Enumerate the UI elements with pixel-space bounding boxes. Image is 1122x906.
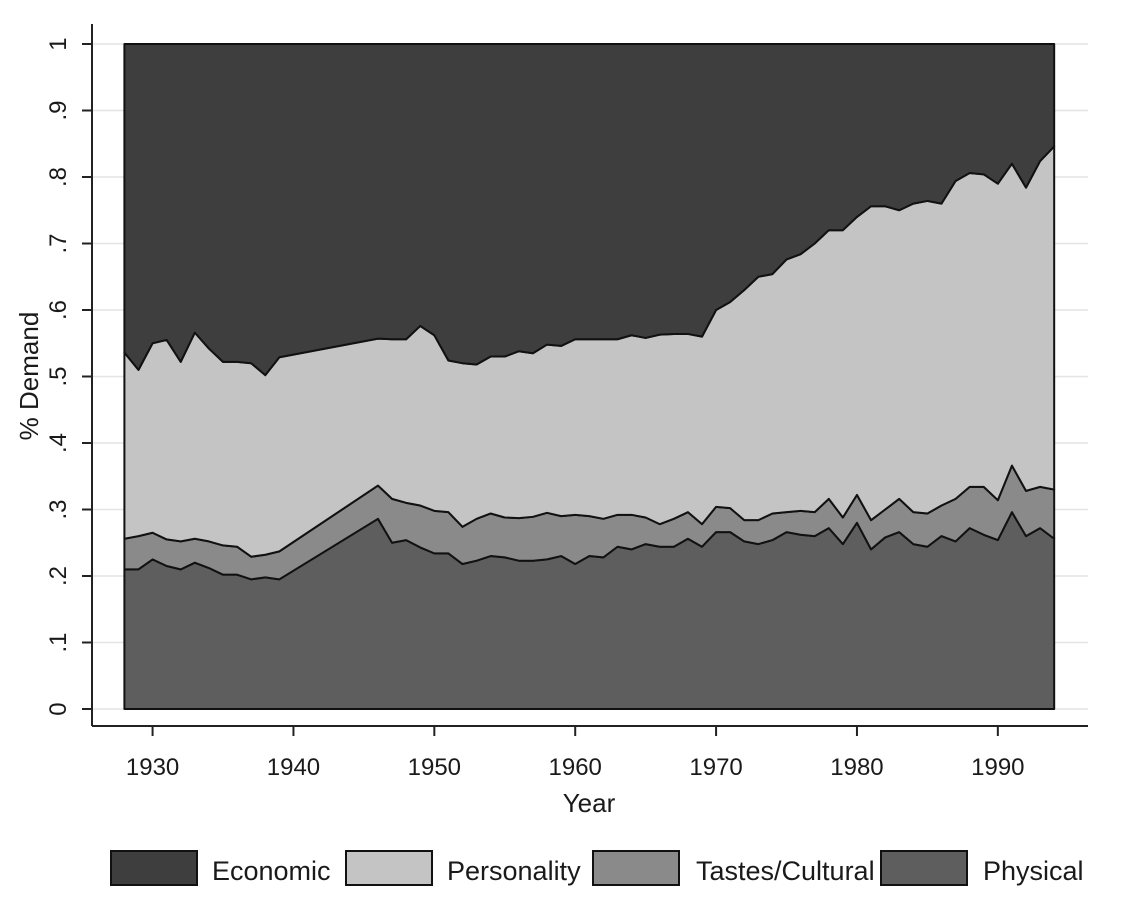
- y-tick-label-6: .6: [45, 300, 72, 320]
- x-tick-label-4: 1970: [689, 754, 742, 781]
- legend: Economic Personality Tastes/Cultural Physic…: [110, 850, 1084, 886]
- x-tick-label-5: 1980: [830, 754, 883, 781]
- x-axis-ticks: 1930 1940 1950 1960 1970 1980 1990: [126, 726, 1025, 781]
- y-tick-label-8: .8: [45, 167, 72, 187]
- legend-swatch-personality: [345, 850, 433, 886]
- y-tick-label-7: .7: [45, 233, 72, 253]
- legend-label-tastes-cultural: Tastes/Cultural: [696, 856, 875, 886]
- legend-swatch-physical: [880, 850, 968, 886]
- y-axis-title: % Demand: [14, 312, 44, 441]
- area-series: [123, 43, 1056, 710]
- legend-label-physical: Physical: [983, 856, 1084, 886]
- legend-label-economic: Economic: [212, 856, 331, 886]
- legend-swatch-economic: [110, 850, 198, 886]
- y-tick-label-0: 0: [45, 702, 72, 715]
- axes: [91, 24, 1088, 727]
- legend-label-personality: Personality: [447, 856, 581, 886]
- y-tick-label-3: .3: [45, 499, 72, 519]
- x-axis-title: Year: [563, 788, 616, 818]
- legend-swatch-tastes-cultural: [592, 850, 680, 886]
- y-tick-label-1: .1: [45, 632, 72, 652]
- y-tick-label-2: .2: [45, 566, 72, 586]
- y-tick-label-5: .5: [45, 366, 72, 386]
- x-tick-label-6: 1990: [971, 754, 1024, 781]
- x-tick-label-2: 1950: [408, 754, 461, 781]
- y-tick-label-9: .9: [45, 100, 72, 120]
- x-tick-label-3: 1960: [549, 754, 602, 781]
- area-economic: [123, 43, 1056, 377]
- y-tick-label-4: .4: [45, 433, 72, 453]
- y-tick-label-10: 1: [45, 37, 72, 50]
- y-axis-ticks: 0 .1 .2 .3 .4 .5 .6 .7 .8 .9 1: [45, 37, 92, 716]
- x-tick-label-1: 1940: [267, 754, 320, 781]
- x-tick-label-0: 1930: [126, 754, 179, 781]
